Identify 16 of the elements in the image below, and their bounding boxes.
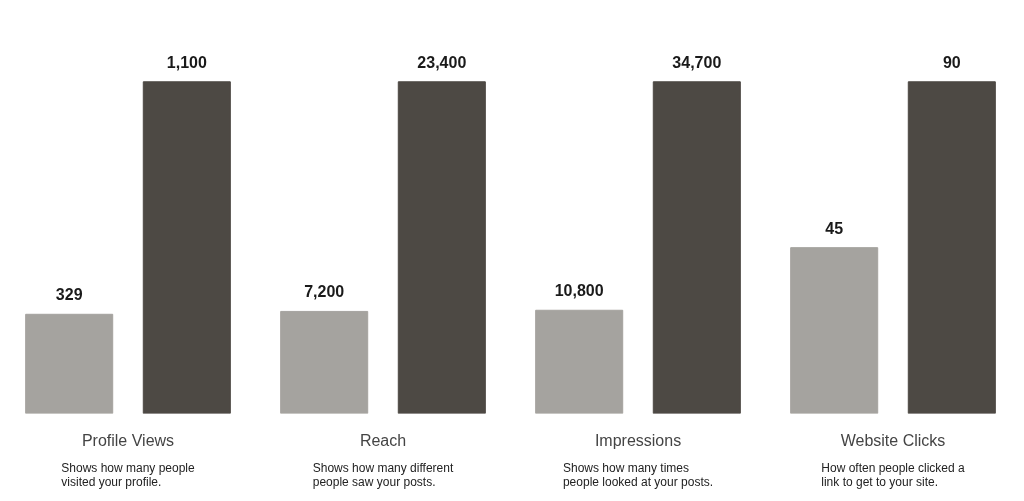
data-label: 23,400 [417, 53, 467, 71]
x-axis-title: Impressions [594, 431, 682, 449]
text: How often people clicked a link to get to your site. [821, 460, 966, 489]
data-label: 45 [825, 219, 844, 237]
x-axis-title: Website Clicks [840, 431, 946, 449]
text: Shows how many different people saw your posts. [312, 460, 454, 489]
x-axis-title: Profile Views [81, 431, 175, 449]
data-label: 7,200 [304, 283, 345, 301]
data-label: 90 [942, 53, 961, 71]
data-label: 34,700 [672, 53, 722, 71]
text: Shows how many times people looked at your posts. [562, 460, 714, 489]
x-axis-title: Reach [359, 431, 407, 449]
data-label: 10,800 [554, 282, 604, 300]
data-label: 1,100 [166, 53, 207, 71]
data-label: 329 [55, 286, 83, 304]
text: Shows how many people visited your profile. [61, 460, 196, 489]
